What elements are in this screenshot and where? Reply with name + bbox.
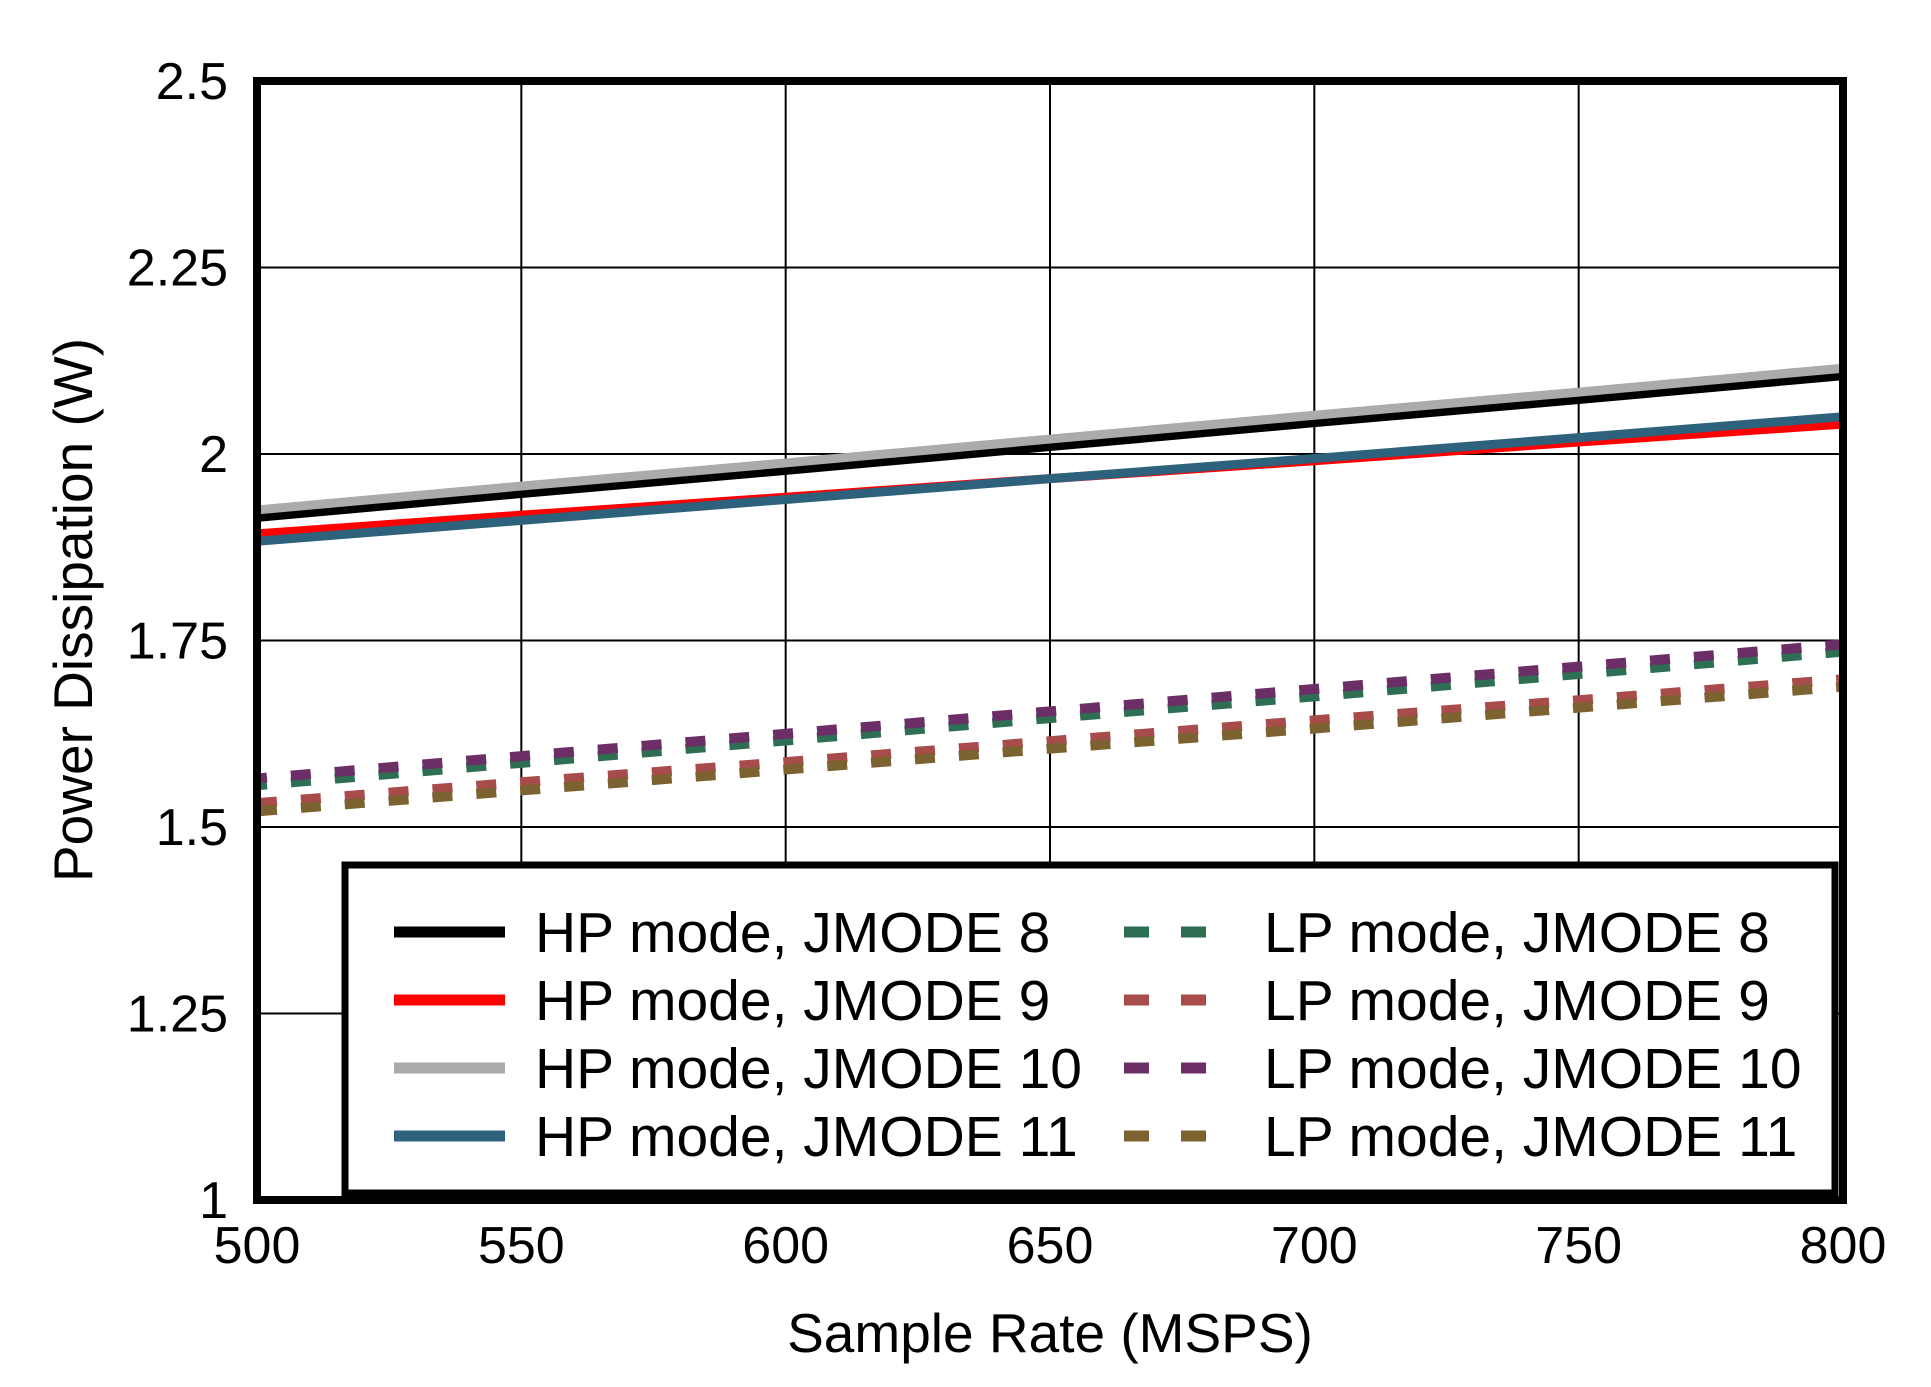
legend-box — [341, 861, 1839, 1197]
series-line-4 — [256, 646, 1844, 791]
series-line-5 — [256, 674, 1844, 809]
series-line-7 — [256, 681, 1844, 817]
series-line-0 — [256, 371, 1844, 522]
y-tick-label: 1.5 — [156, 799, 228, 857]
y-tick-label: 2 — [199, 426, 228, 484]
plot-border — [253, 77, 1847, 1204]
plot-frame-layer — [253, 77, 1847, 1204]
y-tick-label: 1.25 — [127, 986, 228, 1044]
x-tick-label: 550 — [478, 1217, 565, 1275]
legend-label-2: HP mode, JMODE 10 — [535, 1037, 1082, 1101]
x-tick-label: 750 — [1535, 1217, 1622, 1275]
legend: HP mode, JMODE 8HP mode, JMODE 9HP mode,… — [341, 861, 1839, 1197]
series-line-6 — [256, 639, 1844, 784]
x-tick-label: 500 — [214, 1217, 301, 1275]
legend-label-1: HP mode, JMODE 9 — [535, 969, 1050, 1033]
y-axis-title: Power Dissipation (W) — [42, 338, 104, 882]
legend-label-6: LP mode, JMODE 10 — [1264, 1037, 1802, 1101]
legend-label-4: LP mode, JMODE 8 — [1264, 901, 1770, 965]
x-tick-label: 700 — [1271, 1217, 1358, 1275]
series-line-3 — [256, 412, 1844, 546]
legend-label-0: HP mode, JMODE 8 — [535, 901, 1050, 965]
legend-label-3: HP mode, JMODE 11 — [535, 1105, 1078, 1169]
legend-label-7: LP mode, JMODE 11 — [1264, 1105, 1797, 1169]
legend-label-5: LP mode, JMODE 9 — [1264, 969, 1770, 1033]
x-tick-label: 650 — [1007, 1217, 1094, 1275]
x-axis-title: Sample Rate (MSPS) — [787, 1302, 1313, 1364]
tick-labels-layer: 500 550 600 650 700 750 800 1 1.25 1.5 1.75 2 2.25 2.… — [127, 53, 1887, 1275]
x-tick-label: 600 — [742, 1217, 829, 1275]
x-tick-label: 800 — [1800, 1217, 1887, 1275]
y-tick-label: 2.5 — [156, 53, 228, 111]
y-tick-label: 1.75 — [127, 613, 228, 671]
y-tick-label: 2.25 — [127, 240, 228, 298]
y-tick-label: 1 — [199, 1172, 228, 1230]
series-line-2 — [256, 363, 1844, 515]
series-layer — [256, 363, 1844, 817]
